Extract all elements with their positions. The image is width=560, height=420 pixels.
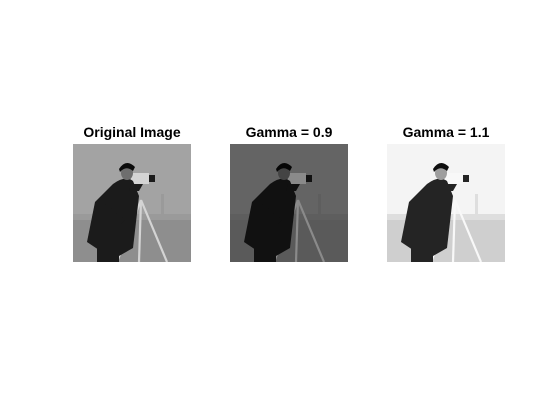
distant-tower	[318, 194, 321, 216]
coat	[87, 178, 139, 256]
hair	[433, 162, 449, 172]
gamma-1-1-panel: Gamma = 1.1	[387, 122, 505, 262]
camera-lens	[149, 175, 155, 182]
raised-arm	[129, 184, 143, 191]
trousers	[254, 248, 276, 262]
panel-title: Gamma = 1.1	[402, 124, 490, 140]
coat	[244, 178, 296, 256]
camera-body	[288, 173, 306, 184]
lower-arm	[414, 202, 439, 224]
distant-tower	[161, 194, 164, 216]
trousers	[411, 248, 433, 262]
hair	[119, 162, 135, 172]
face	[121, 166, 133, 180]
panel-title: Gamma = 0.9	[245, 124, 333, 140]
raised-arm	[443, 184, 457, 191]
camera-lens	[463, 175, 469, 182]
original-image-panel: Original Image	[73, 122, 191, 262]
trousers	[97, 248, 119, 262]
cameraman-photo	[387, 144, 505, 262]
camera-lens	[306, 175, 312, 182]
raised-arm	[286, 184, 300, 191]
face	[435, 166, 447, 180]
coat	[401, 178, 453, 256]
face	[278, 166, 290, 180]
camera-body	[131, 173, 149, 184]
cameraman-photo	[73, 144, 191, 262]
distant-tower	[475, 194, 478, 216]
cameraman-photo	[230, 144, 348, 262]
lower-arm	[100, 202, 125, 224]
gamma-0-9-panel: Gamma = 0.9	[230, 122, 348, 262]
panel-title: Original Image	[83, 124, 181, 140]
hair	[276, 162, 292, 172]
camera-body	[445, 173, 463, 184]
lower-arm	[257, 202, 282, 224]
